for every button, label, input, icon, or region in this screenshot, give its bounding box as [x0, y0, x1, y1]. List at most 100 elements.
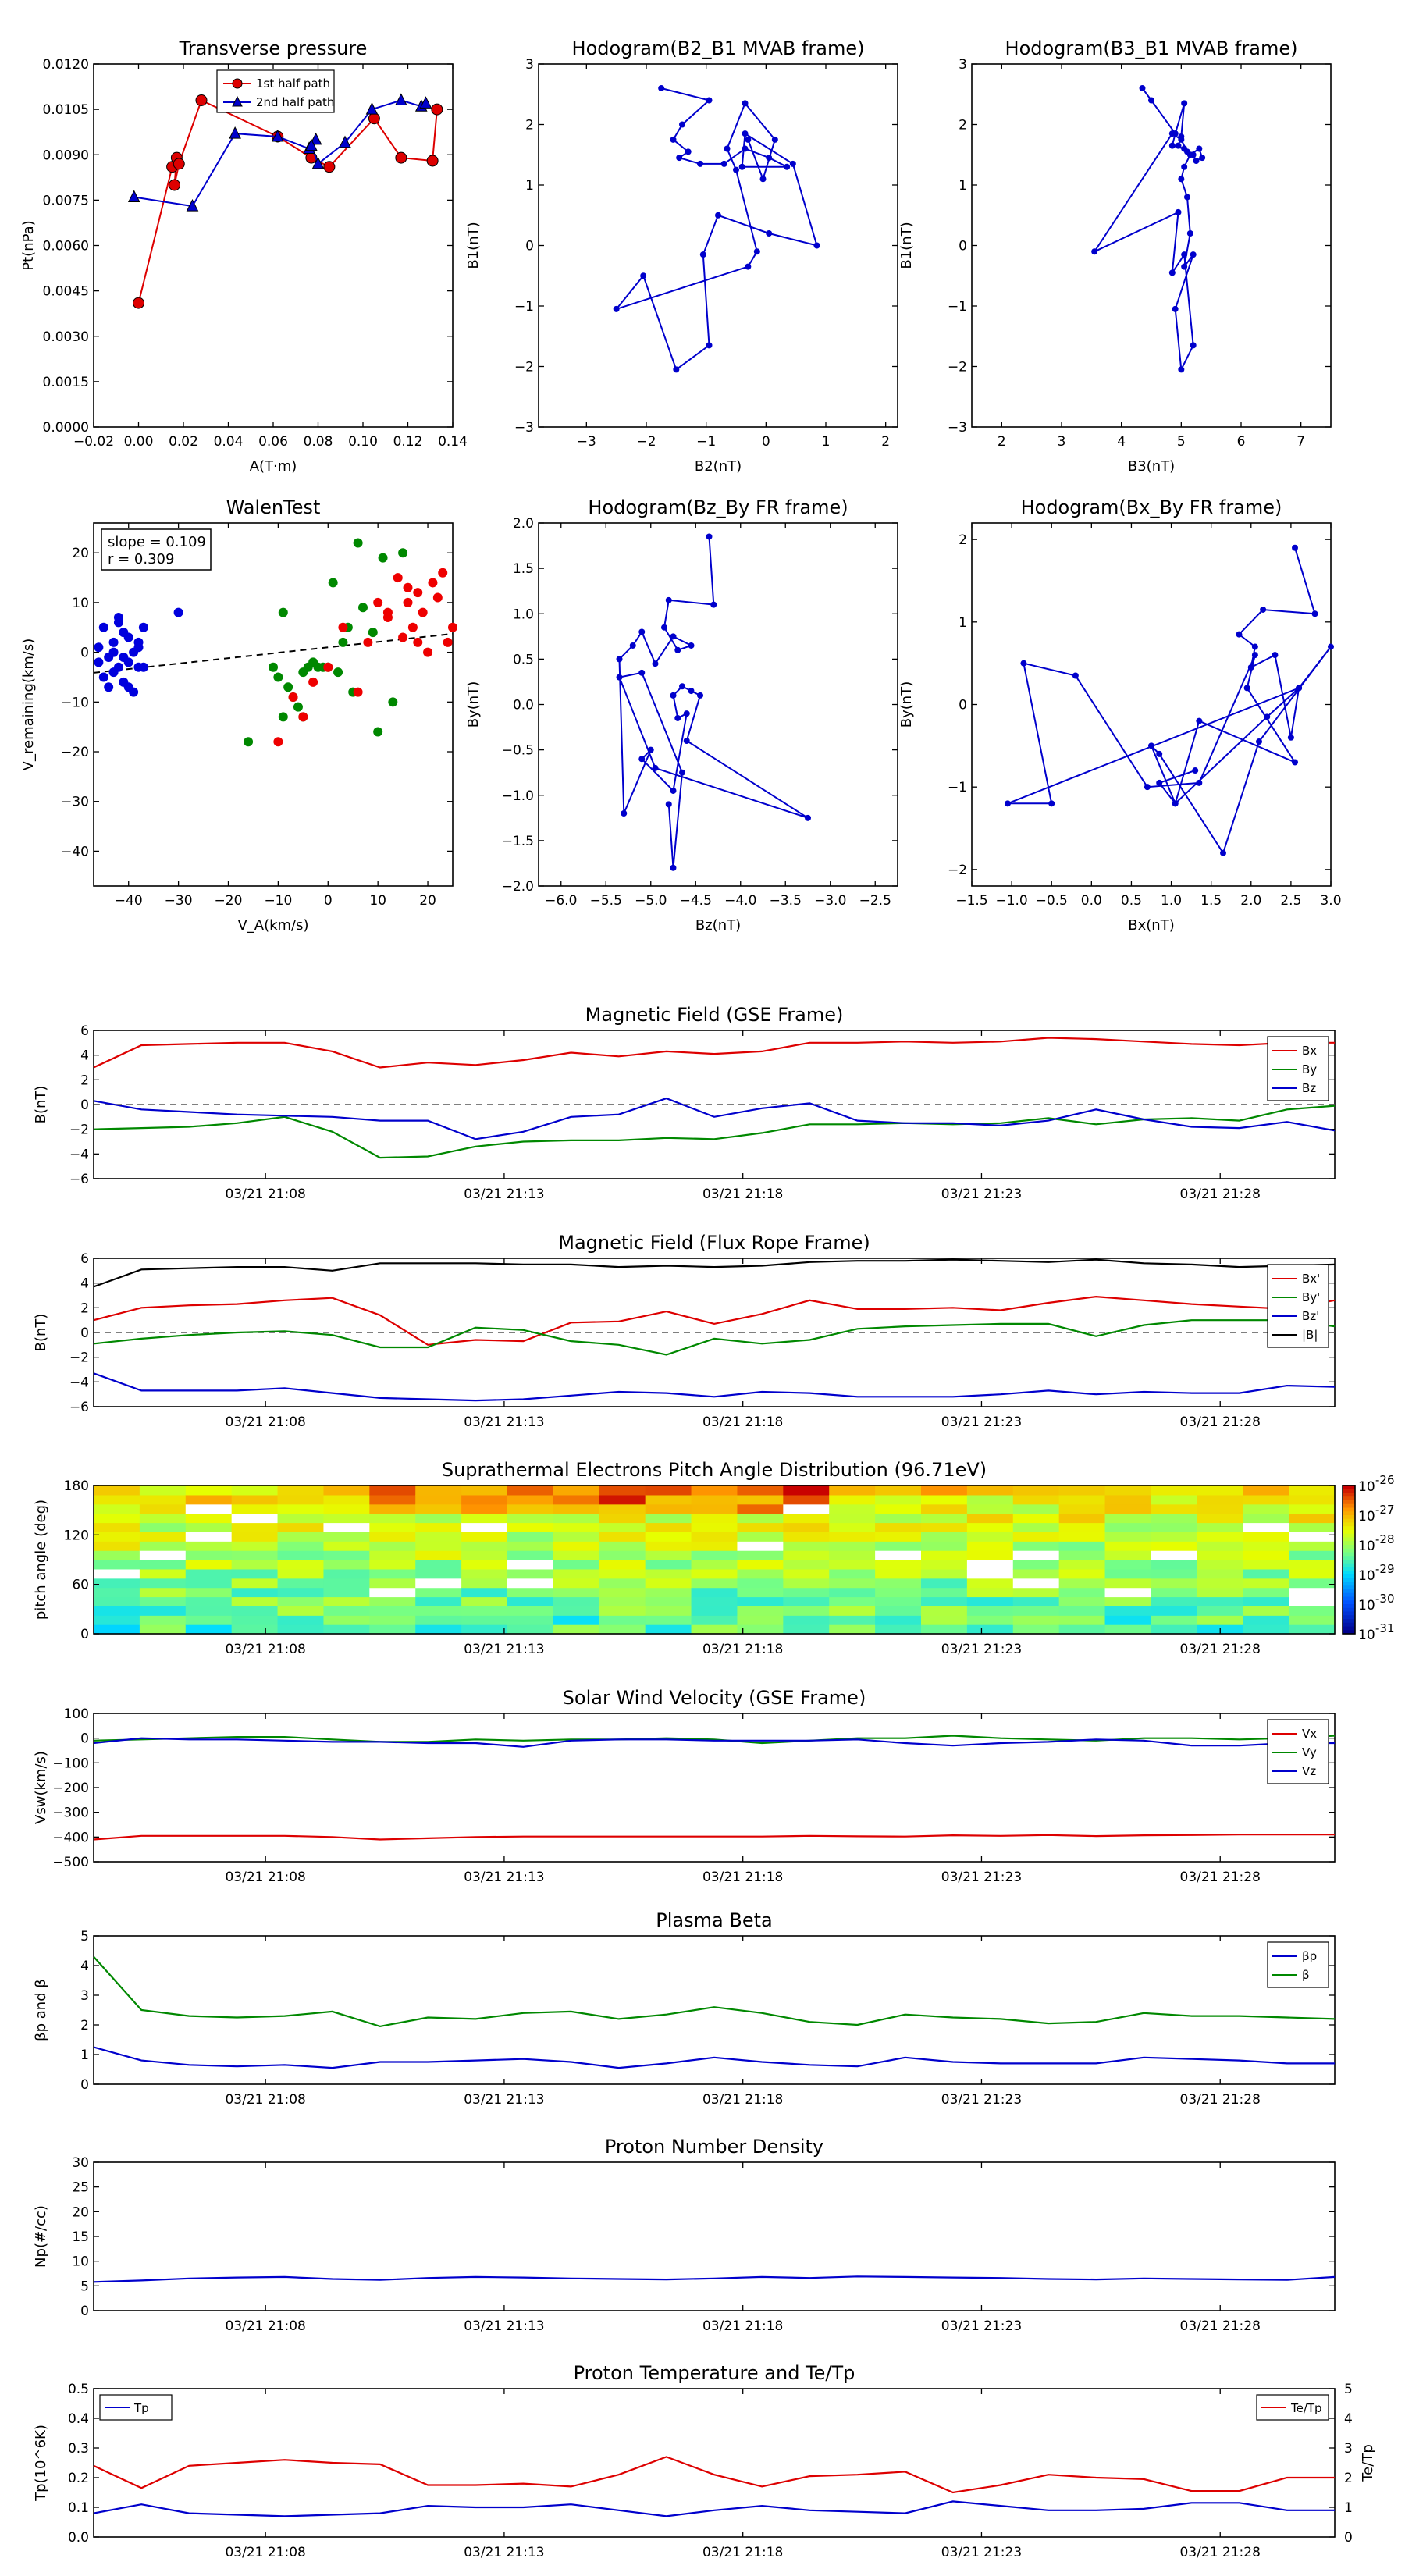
- y-tick-label: −1: [948, 780, 967, 795]
- heat-cell: [461, 1606, 508, 1616]
- x-tick-label: −4.0: [724, 893, 756, 909]
- heat-cell: [507, 1503, 554, 1514]
- y-tick-label: 0.0105: [43, 102, 89, 118]
- heat-cell: [185, 1624, 233, 1635]
- heat-cell: [94, 1532, 140, 1542]
- x-tick-label: −20: [215, 893, 243, 909]
- heat-cell: [277, 1532, 325, 1542]
- data-point: [395, 93, 407, 105]
- heat-cell: [277, 1615, 325, 1625]
- x-tick-label: −3.5: [770, 893, 802, 909]
- chart-title: Magnetic Field (GSE Frame): [585, 1004, 844, 1026]
- data-point: [98, 672, 108, 682]
- legend-label: 1st half path: [256, 76, 330, 91]
- heat-cell: [1151, 1532, 1197, 1542]
- heat-cell: [507, 1522, 554, 1532]
- x-tick-label: −40: [115, 893, 143, 909]
- heat-cell: [277, 1587, 325, 1598]
- y-tick-label: 3: [525, 57, 534, 73]
- heat-cell: [1012, 1550, 1060, 1560]
- heat-cell: [507, 1550, 554, 1560]
- chart-title: Hodogram(Bz_By FR frame): [588, 496, 848, 518]
- heat-cell: [1197, 1494, 1243, 1505]
- x-tick-label: 0: [762, 434, 770, 450]
- heat-cell: [1289, 1494, 1336, 1505]
- colorbar-segment: [1343, 1619, 1355, 1624]
- y-tick-label: 0.0075: [43, 193, 89, 208]
- heat-cell: [599, 1532, 646, 1542]
- heat-cell: [461, 1532, 508, 1542]
- heat-cell: [1151, 1485, 1197, 1496]
- heat-cell: [94, 1587, 140, 1598]
- data-point: [339, 135, 351, 148]
- heat-cell: [461, 1513, 508, 1524]
- data-point: [1199, 155, 1206, 162]
- chart-walen-test: WalenTest −40 −30 −20 −10 0 10 20 −40 −30 −20 −10 0 1…: [20, 496, 457, 934]
- x-tick-label: 03/21 21:13: [464, 1870, 544, 1885]
- heat-cell: [1151, 1615, 1197, 1625]
- data-point: [1193, 158, 1200, 164]
- y-tick-label: 2: [959, 118, 967, 133]
- heat-cell: [369, 1503, 416, 1514]
- heat-cell: [921, 1550, 968, 1560]
- data-point: [398, 632, 408, 642]
- heat-cell: [1289, 1541, 1336, 1551]
- heat-cell: [185, 1568, 233, 1579]
- heat-cell: [369, 1568, 416, 1579]
- x-tick-label: 03/21 21:13: [464, 1414, 544, 1430]
- heat-cell: [94, 1513, 140, 1524]
- heat-cell: [1104, 1606, 1152, 1616]
- x-tick-label: 4: [1117, 434, 1126, 450]
- heat-cell: [1104, 1550, 1152, 1560]
- heat-cell: [277, 1550, 325, 1560]
- heat-cell: [415, 1578, 462, 1589]
- heat-cell: [369, 1541, 416, 1551]
- heat-cell: [277, 1596, 325, 1606]
- legend-label: By: [1302, 1062, 1317, 1076]
- heat-cell: [1289, 1596, 1336, 1606]
- heat-cell: [1104, 1587, 1152, 1598]
- heat-cell: [139, 1624, 187, 1635]
- heat-cell: [737, 1606, 784, 1616]
- heat-cell: [599, 1550, 646, 1560]
- x-tick-label: 03/21 21:23: [941, 1414, 1022, 1430]
- heat-cell: [599, 1503, 646, 1514]
- heat-cell: [1058, 1587, 1106, 1598]
- colorbar-segment: [1343, 1489, 1355, 1494]
- heat-cell: [1197, 1568, 1243, 1579]
- heat-cell: [829, 1503, 876, 1514]
- x-tick-label: −2: [636, 434, 656, 450]
- series-line-Bz: [93, 1097, 1336, 1140]
- heat-cell: [1104, 1494, 1152, 1505]
- data-point: [1220, 849, 1226, 856]
- colorbar-tick-exponent: -26: [1375, 1473, 1395, 1487]
- heat-cell: [553, 1615, 600, 1625]
- heat-cell: [1151, 1503, 1197, 1514]
- x-tick-label: 03/21 21:28: [1180, 1642, 1261, 1657]
- y-tick-label: −1: [948, 299, 967, 315]
- heat-cell: [829, 1606, 876, 1616]
- heat-cell: [1104, 1485, 1152, 1496]
- y-tick-label: −2: [948, 360, 967, 375]
- heat-cell: [231, 1485, 279, 1496]
- y-tick-label: 1.5: [513, 561, 534, 577]
- heat-cell: [553, 1522, 600, 1532]
- data-point: [1168, 142, 1176, 149]
- data-point: [1172, 305, 1179, 312]
- y-tick-label: 1: [959, 178, 967, 194]
- heat-cell: [691, 1494, 738, 1505]
- heat-cell: [1058, 1615, 1106, 1625]
- data-point: [1236, 631, 1243, 638]
- heat-cell: [966, 1615, 1014, 1625]
- series-line-Bx: [93, 1037, 1335, 1069]
- data-point: [373, 727, 383, 737]
- y-tick-label: 3: [80, 1988, 89, 2004]
- y-tick-label: 2.0: [513, 516, 534, 532]
- y-tick-label: −2: [514, 360, 534, 375]
- heat-cell: [599, 1587, 646, 1598]
- data-point: [1247, 664, 1254, 671]
- series-late: [273, 568, 457, 747]
- colorbar-segment: [1343, 1507, 1355, 1512]
- heat-cell: [185, 1606, 233, 1616]
- heat-cell: [1012, 1560, 1060, 1570]
